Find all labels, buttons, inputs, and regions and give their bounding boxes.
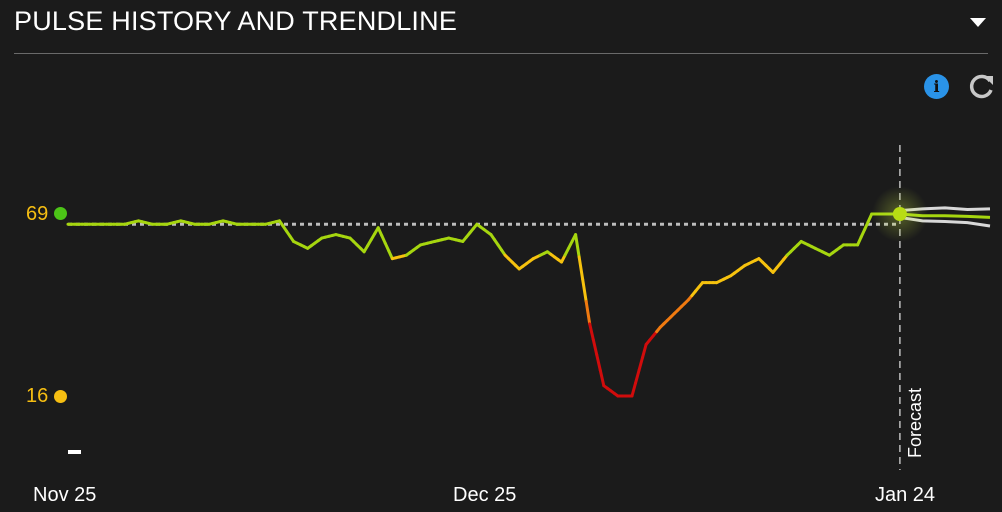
series-segment (641, 342, 648, 359)
series-segment (574, 233, 581, 259)
refresh-icon[interactable] (968, 72, 996, 100)
series-segment (581, 277, 588, 304)
series-segment (591, 337, 599, 357)
current-point (892, 207, 907, 221)
series-segment (588, 322, 595, 341)
x-tick-label: Dec 25 (453, 484, 517, 506)
scale-dash (68, 450, 81, 454)
forecast-label: Forecast (905, 387, 925, 458)
series-segment (630, 381, 638, 398)
x-tick-label: Jan 24 (875, 484, 936, 506)
panel-title: PULSE HISTORY AND TRENDLINE (14, 6, 458, 36)
series-segment (577, 255, 585, 281)
divider (14, 53, 988, 54)
info-icon[interactable]: i (924, 74, 949, 99)
series-segment (634, 368, 641, 385)
series-segment (637, 355, 645, 372)
x-tick-label: Nov 25 (33, 484, 97, 506)
series-segment (598, 368, 606, 388)
caret-down-icon[interactable] (970, 18, 986, 27)
series-segment (584, 300, 592, 326)
y-marker-dot-high (54, 207, 67, 220)
y-marker-label-high: 69 (26, 203, 49, 225)
series-segment (595, 353, 602, 372)
y-marker-dot-low (54, 390, 67, 403)
y-marker-label-low: 16 (26, 385, 49, 407)
